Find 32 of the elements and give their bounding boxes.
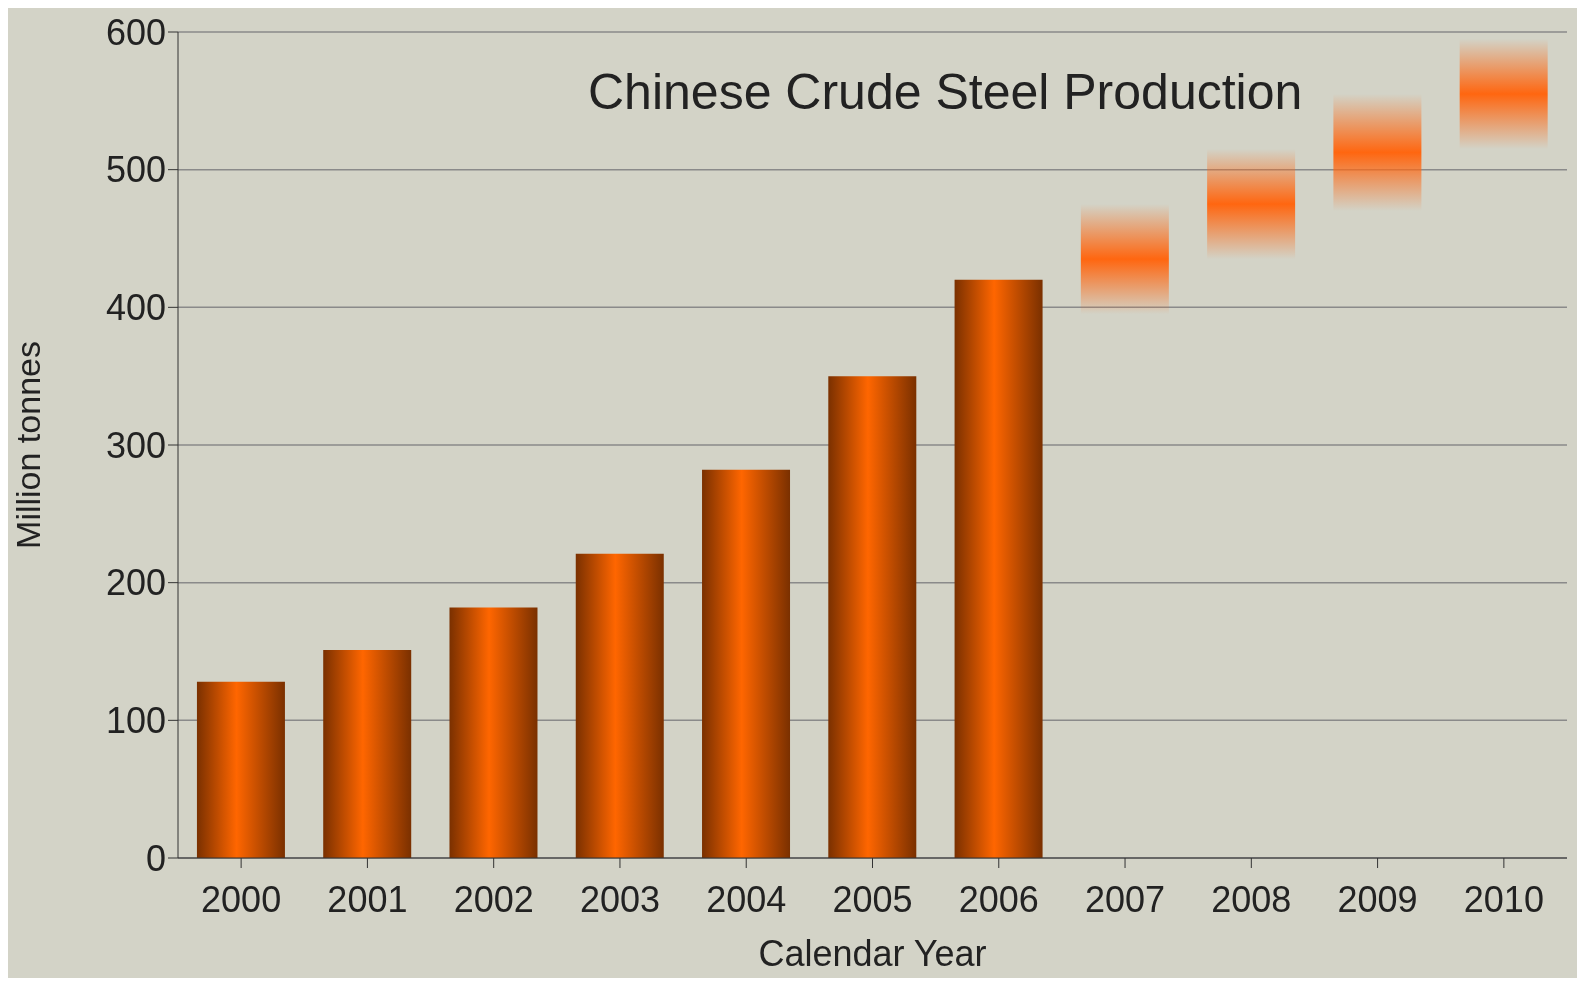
y-tick-label: 0 xyxy=(145,837,166,879)
bar xyxy=(1459,38,1548,150)
x-tick-label: 2005 xyxy=(832,878,913,920)
text: Chinese Crude Steel Production xyxy=(588,63,1303,121)
bar xyxy=(1080,204,1169,315)
y-tick-label: 300 xyxy=(105,424,166,466)
bar xyxy=(828,376,917,858)
bar xyxy=(1333,93,1422,211)
x-tick-label: 2001 xyxy=(327,878,408,920)
bar xyxy=(954,279,1043,858)
x-tick-label: 2008 xyxy=(1211,878,1292,920)
y-tick-label: 400 xyxy=(105,287,166,329)
x-axis-title: Calendar Year xyxy=(758,933,987,974)
bar xyxy=(449,607,538,858)
x-tick-label: 2007 xyxy=(1085,878,1166,920)
bar xyxy=(196,681,285,858)
x-tick-label: 2006 xyxy=(958,878,1039,920)
y-tick-label: 200 xyxy=(105,562,166,604)
x-tick-label: 2003 xyxy=(579,878,660,920)
x-tick-label: 2009 xyxy=(1337,878,1418,920)
y-tick-label: 600 xyxy=(105,11,166,53)
x-tick-label: 2004 xyxy=(706,878,787,920)
bar xyxy=(1207,149,1296,260)
x-tick-label: 2010 xyxy=(1463,878,1544,920)
y-tick-label: 100 xyxy=(105,700,166,742)
x-tick-label: 2000 xyxy=(201,878,282,920)
bar xyxy=(323,650,412,858)
y-axis-title: Million tonnes xyxy=(9,341,48,549)
y-tick-label: 500 xyxy=(105,149,166,191)
bar xyxy=(575,553,664,858)
bar xyxy=(702,469,791,858)
x-tick-label: 2002 xyxy=(453,878,534,920)
